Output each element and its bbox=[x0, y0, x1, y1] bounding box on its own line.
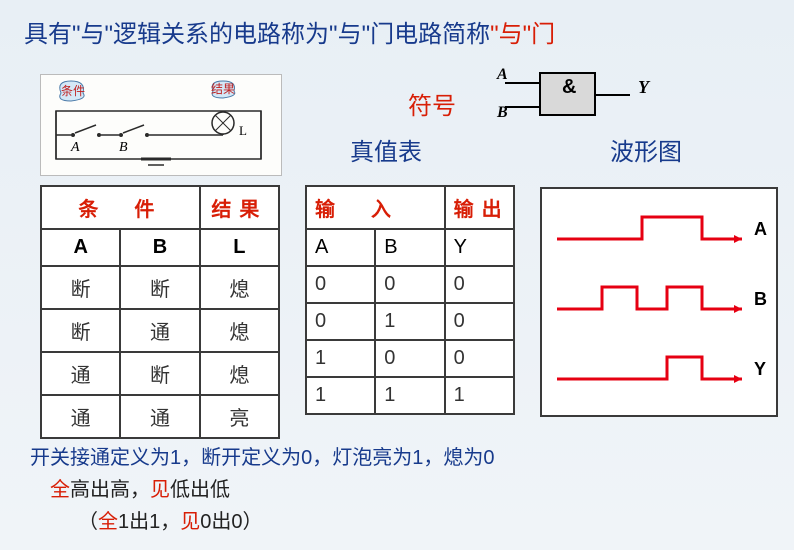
svg-text:A: A bbox=[496, 66, 508, 83]
truth-table: 输 入输出ABY000010100111 bbox=[305, 185, 515, 415]
svg-text:A: A bbox=[70, 140, 80, 155]
circuit-diagram: 条件 结果 A B L bbox=[40, 74, 282, 176]
footer-line2: 全高出高，见低出低 bbox=[50, 474, 495, 506]
svg-text:&: & bbox=[562, 76, 576, 98]
waveform-diagram: A B Y bbox=[540, 187, 778, 417]
condition-table: 条 件结果ABL断断熄断通熄通断熄通通亮 bbox=[40, 185, 280, 439]
footer-line3: （全1出1，见0出0） bbox=[78, 506, 495, 538]
svg-text:条件: 条件 bbox=[61, 84, 85, 98]
circuit-svg: 条件 结果 A B L bbox=[41, 75, 281, 175]
truth-table-label: 真值表 bbox=[350, 132, 422, 167]
svg-text:Y: Y bbox=[638, 77, 651, 97]
footer-notes: 开关接通定义为1，断开定义为0，灯泡亮为1，熄为0 全高出高，见低出低 （全1出… bbox=[30, 442, 495, 538]
svg-text:B: B bbox=[496, 104, 508, 121]
svg-text:L: L bbox=[239, 123, 247, 138]
svg-text:B: B bbox=[754, 289, 767, 309]
svg-text:B: B bbox=[119, 140, 128, 155]
and-gate-symbol: A B Y & bbox=[490, 65, 660, 130]
symbol-label: 符号 bbox=[408, 86, 456, 121]
waveform-label: 波形图 bbox=[610, 132, 682, 167]
page-title: 具有"与"逻辑关系的电路称为"与"门电路简称"与"门 bbox=[24, 14, 774, 49]
svg-text:结果: 结果 bbox=[211, 82, 235, 96]
footer-line1: 开关接通定义为1，断开定义为0，灯泡亮为1，熄为0 bbox=[30, 442, 495, 474]
svg-text:Y: Y bbox=[754, 359, 766, 379]
svg-text:A: A bbox=[754, 219, 767, 239]
